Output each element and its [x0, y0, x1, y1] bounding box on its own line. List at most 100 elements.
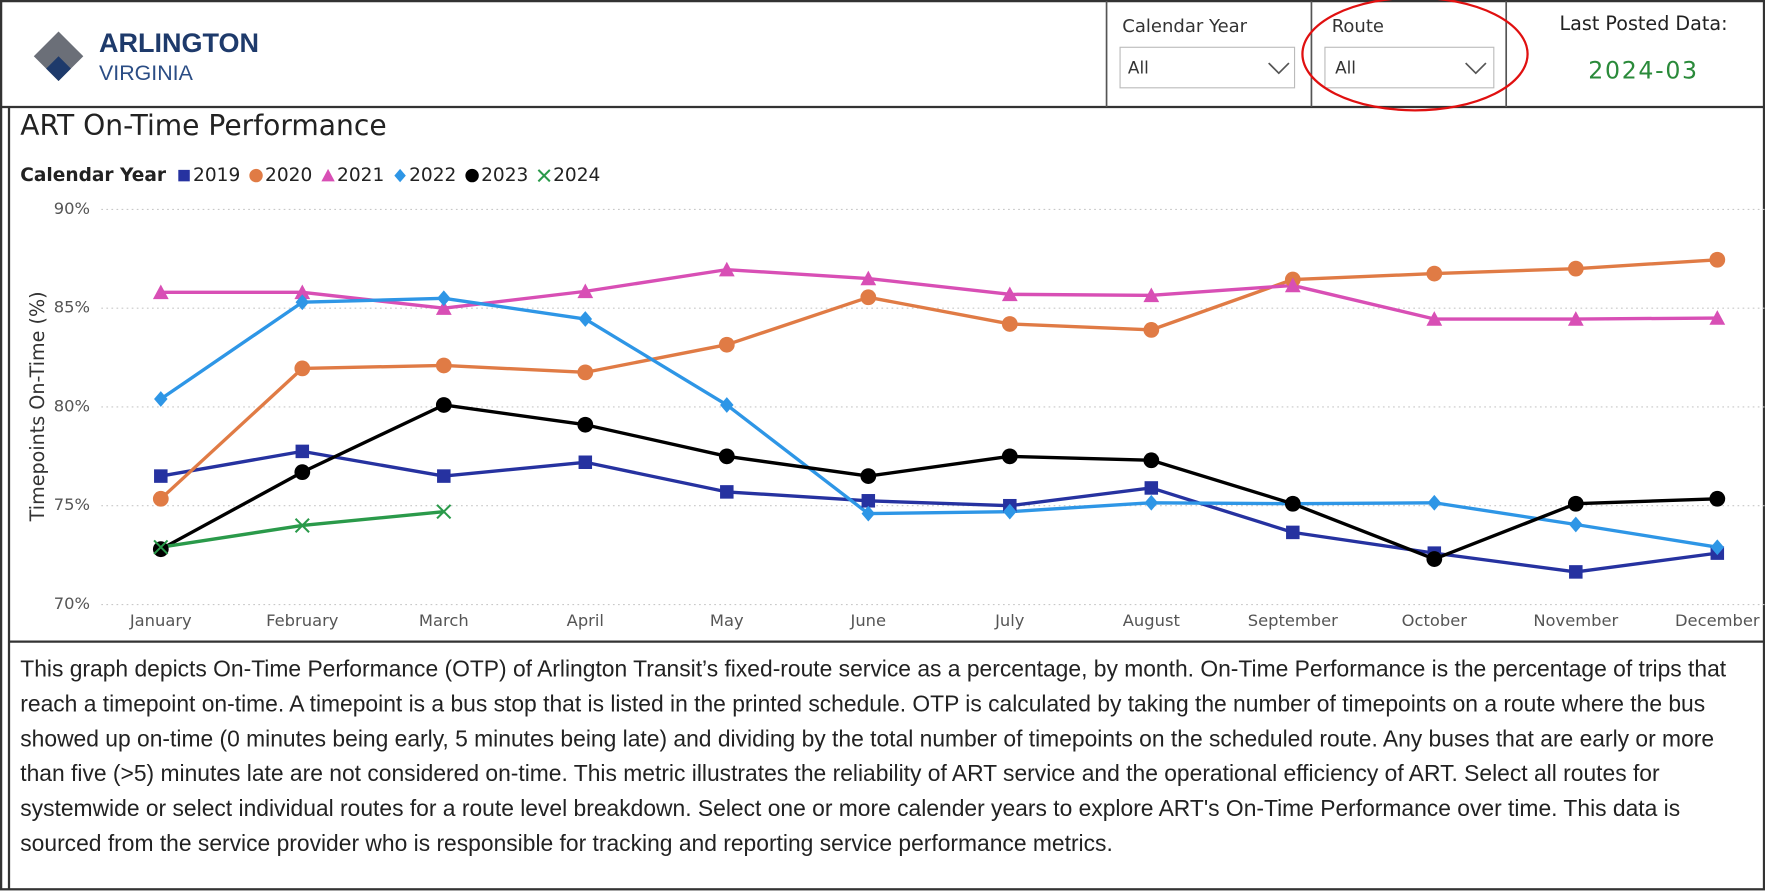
data-point	[718, 261, 735, 277]
filter-value: All	[1335, 58, 1356, 78]
data-point	[294, 360, 311, 377]
data-point	[578, 311, 593, 327]
x-tick-label: July	[994, 611, 1025, 630]
data-point	[578, 455, 593, 470]
data-point	[1284, 277, 1301, 293]
y-tick-label: 90%	[54, 199, 90, 218]
series-line	[160, 267, 1718, 321]
data-point	[718, 336, 735, 353]
data-point	[294, 464, 311, 481]
data-point	[153, 539, 169, 555]
data-point	[1709, 251, 1726, 268]
data-point	[1001, 316, 1018, 332]
x-tick-label: December	[1675, 611, 1760, 630]
data-point	[577, 283, 594, 299]
series-line	[159, 403, 1718, 561]
data-point	[1569, 516, 1583, 533]
data-point	[1001, 448, 1018, 465]
x-tick-label: May	[710, 611, 744, 630]
x-tick-label: February	[266, 611, 339, 630]
data-point	[436, 504, 452, 520]
data-point	[435, 397, 452, 413]
y-tick-label: 70%	[54, 594, 90, 613]
x-tick-label: August	[1123, 611, 1180, 630]
data-point	[718, 448, 735, 465]
data-point	[720, 485, 734, 499]
x-tick-label: April	[567, 611, 604, 630]
data-point	[294, 284, 311, 300]
x-tick-label: January	[129, 611, 192, 630]
legend-label: 2023	[481, 165, 528, 186]
data-point	[1284, 495, 1301, 512]
data-point	[861, 494, 876, 508]
x-tick-label: March	[419, 611, 469, 630]
legend-title: Calendar Year	[20, 165, 167, 186]
legend-label: 2024	[553, 165, 600, 186]
data-point	[1144, 494, 1159, 511]
data-point	[1426, 311, 1443, 326]
legend-marker	[321, 168, 335, 182]
data-point	[577, 364, 594, 381]
data-point	[295, 444, 310, 459]
dropdown-chevron	[1268, 62, 1290, 75]
filter-dropdown[interactable]	[1119, 46, 1296, 89]
data-point	[1001, 286, 1018, 302]
data-point	[294, 518, 310, 533]
last-posted-value: 2024-03	[1588, 57, 1699, 85]
legend-marker	[465, 168, 479, 183]
data-point	[1286, 525, 1300, 540]
data-point	[1144, 481, 1159, 495]
x-tick-label: September	[1248, 611, 1338, 630]
data-point	[1143, 452, 1160, 469]
data-point	[577, 416, 594, 433]
legend-marker	[394, 168, 406, 183]
data-point	[152, 490, 169, 507]
legend-marker	[537, 169, 551, 183]
data-point	[860, 468, 877, 484]
data-point	[1143, 322, 1160, 338]
legend-label: 2022	[409, 165, 456, 186]
description: This graph depicts On-Time Performance (…	[20, 657, 1727, 857]
legend-label: 2021	[337, 165, 384, 186]
dropdown-chevron	[1465, 62, 1487, 75]
data-point	[1709, 490, 1726, 507]
data-point	[860, 289, 877, 306]
data-point	[154, 469, 168, 483]
data-point	[1569, 565, 1583, 579]
filter-dropdown[interactable]	[1324, 46, 1495, 89]
data-point	[152, 541, 169, 558]
data-point	[1709, 310, 1726, 325]
filter-label: Calendar Year	[1122, 16, 1247, 37]
y-tick-label: 85%	[54, 298, 90, 317]
legend-label: 2020	[265, 165, 312, 186]
logo: ARLINGTON VIRGINIA	[33, 28, 259, 85]
data-point	[860, 270, 877, 286]
series-line	[160, 449, 1718, 574]
data-point	[720, 397, 734, 413]
legend-marker	[249, 168, 263, 183]
data-point	[1427, 494, 1442, 511]
series-line	[159, 296, 1718, 549]
x-tick-label: November	[1533, 611, 1618, 630]
y-tick-label: 80%	[54, 396, 90, 415]
highlight-ellipse	[1301, 0, 1529, 112]
legend-label: 2019	[193, 165, 240, 186]
series-line	[160, 509, 444, 549]
data-point	[1567, 311, 1584, 326]
data-point	[154, 391, 168, 407]
data-point	[437, 290, 451, 307]
data-point	[435, 357, 452, 374]
data-point	[152, 284, 169, 300]
filter-value: All	[1128, 58, 1149, 78]
y-tick-label: 75%	[54, 495, 90, 514]
data-point	[1426, 265, 1443, 282]
logo-name: ARLINGTON	[99, 28, 259, 58]
series-line	[159, 258, 1718, 501]
y-axis-label: Timepoints On-Time (%)	[26, 291, 49, 522]
data-point	[1567, 495, 1584, 512]
legend-marker	[178, 169, 190, 182]
filter-label: Route	[1332, 16, 1384, 37]
